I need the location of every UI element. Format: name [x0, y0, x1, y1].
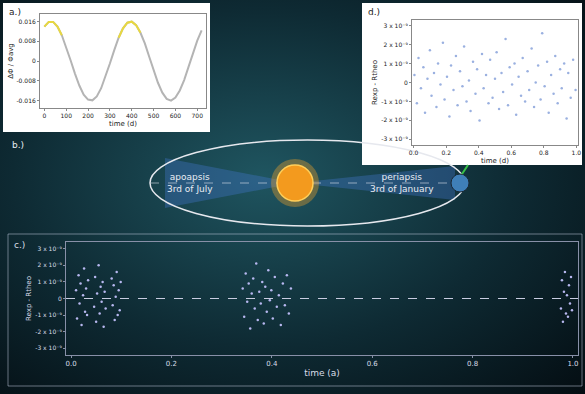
svg-text:1 x 10⁻⁹: 1 x 10⁻⁹ [37, 278, 62, 285]
svg-text:apoapsis3rd of July: apoapsis3rd of July [167, 172, 213, 194]
svg-text:d.): d.) [368, 7, 380, 17]
svg-text:-0.016: -0.016 [16, 97, 36, 104]
svg-text:700: 700 [192, 112, 204, 119]
svg-text:time (a): time (a) [304, 368, 340, 378]
svg-text:100: 100 [60, 112, 72, 119]
svg-text:500: 500 [148, 112, 160, 119]
svg-text:time (d): time (d) [481, 157, 509, 165]
svg-text:-0.008: -0.008 [16, 77, 36, 84]
svg-text:0.4: 0.4 [266, 360, 278, 368]
svg-text:600: 600 [170, 112, 182, 119]
svg-text:0.016: 0.016 [19, 18, 36, 25]
svg-text:0: 0 [42, 112, 46, 119]
svg-text:1.0: 1.0 [572, 149, 582, 156]
svg-text:a.): a.) [9, 7, 21, 17]
svg-text:periapsis3rd of January: periapsis3rd of January [370, 172, 434, 194]
svg-text:-1 x 10⁻⁹: -1 x 10⁻⁹ [35, 311, 62, 318]
svg-text:0.2: 0.2 [166, 360, 177, 368]
svg-text:200: 200 [82, 112, 94, 119]
svg-text:0: 0 [32, 57, 36, 64]
svg-text:-3 x 10⁻⁹: -3 x 10⁻⁹ [35, 344, 62, 351]
svg-text:b.): b.) [12, 140, 24, 150]
svg-text:0.6: 0.6 [506, 149, 516, 156]
svg-text:-3 x 10⁻⁹: -3 x 10⁻⁹ [381, 135, 408, 142]
svg-text:-2 x 10⁻⁹: -2 x 10⁻⁹ [381, 116, 408, 123]
svg-text:0: 0 [58, 295, 62, 302]
svg-text:2 x 10⁻⁹: 2 x 10⁻⁹ [37, 261, 62, 268]
svg-text:0.0: 0.0 [409, 149, 419, 156]
svg-text:0.6: 0.6 [367, 360, 379, 368]
svg-text:0: 0 [404, 79, 408, 86]
svg-text:-2 x 10⁻⁹: -2 x 10⁻⁹ [35, 328, 62, 335]
svg-text:400: 400 [126, 112, 138, 119]
svg-text:0.8: 0.8 [539, 149, 549, 156]
svg-text:Rexp - Rtheo: Rexp - Rtheo [25, 276, 33, 321]
svg-text:3 x 10⁻⁹: 3 x 10⁻⁹ [37, 245, 62, 252]
svg-text:300: 300 [104, 112, 116, 119]
svg-text:0.4: 0.4 [474, 149, 484, 156]
svg-text:3 x 10⁻⁹: 3 x 10⁻⁹ [383, 22, 408, 29]
svg-text:0.8: 0.8 [467, 360, 478, 368]
svg-text:-1 x 10⁻⁹: -1 x 10⁻⁹ [381, 98, 408, 105]
svg-text:Rexp - Rtheo: Rexp - Rtheo [371, 60, 379, 105]
svg-text:2 x 10⁻⁹: 2 x 10⁻⁹ [383, 41, 408, 48]
svg-text:1 x 10⁻⁹: 1 x 10⁻⁹ [383, 60, 408, 67]
svg-text:1.0: 1.0 [567, 360, 578, 368]
svg-text:0.0: 0.0 [65, 360, 76, 368]
svg-text:0.2: 0.2 [441, 149, 451, 156]
svg-text:c.): c.) [14, 240, 25, 250]
svg-text:ΔΦ / Φavg: ΔΦ / Φavg [7, 43, 15, 79]
svg-text:time (d): time (d) [109, 120, 137, 128]
svg-text:0.008: 0.008 [19, 37, 36, 44]
